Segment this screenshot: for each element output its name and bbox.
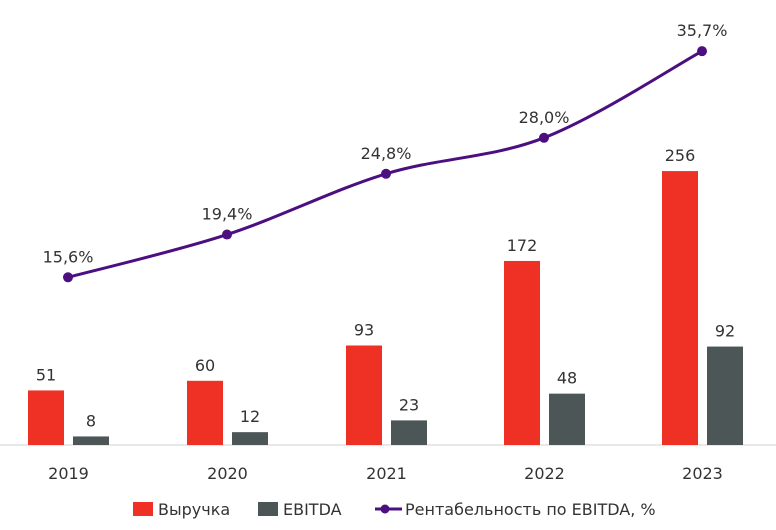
margin-label-2019: 15,6%: [43, 247, 94, 266]
x-tick-2022: 2022: [524, 464, 565, 483]
legend-label-margin: Рентабельность по EBITDA, %: [405, 500, 656, 519]
bar-labels-group: 51 8 60 12 93 23 172 48 256 92: [36, 146, 735, 430]
ebitda-bar-2022: [549, 394, 585, 445]
margin-label-2023: 35,7%: [677, 21, 728, 40]
legend-swatch-ebitda: [258, 502, 278, 516]
revenue-label-2020: 60: [195, 356, 215, 375]
x-tick-2020: 2020: [207, 464, 248, 483]
legend-swatch-margin-point: [381, 505, 390, 514]
margin-point-2023: [697, 46, 707, 56]
revenue-label-2022: 172: [507, 236, 538, 255]
revenue-bar-2019: [28, 390, 64, 445]
x-tick-2019: 2019: [48, 464, 89, 483]
margin-line: [68, 51, 702, 277]
legend-swatch-revenue: [133, 502, 153, 516]
ebitda-bar-2019: [73, 436, 109, 445]
revenue-label-2019: 51: [36, 365, 56, 384]
margin-labels: 15,6% 19,4% 24,8% 28,0% 35,7%: [43, 21, 728, 266]
ebitda-label-2021: 23: [399, 395, 419, 414]
revenue-bar-2023: [662, 171, 698, 445]
ebitda-bar-2020: [232, 432, 268, 445]
margin-point-2022: [539, 133, 549, 143]
margin-point-2019: [63, 272, 73, 282]
margin-point-2020: [222, 230, 232, 240]
margin-label-2020: 19,4%: [202, 205, 253, 224]
margin-points: [63, 46, 707, 282]
legend-label-revenue: Выручка: [158, 500, 230, 519]
legend: Выручка EBITDA Рентабельность по EBITDA, %: [133, 500, 656, 519]
x-tick-2023: 2023: [682, 464, 723, 483]
revenue-label-2023: 256: [665, 146, 696, 165]
revenue-bar-2022: [504, 261, 540, 445]
revenue-bar-2020: [187, 381, 223, 445]
legend-label-ebitda: EBITDA: [283, 500, 342, 519]
chart: 518601293231724825692 2019 2020 2021 2022 20…: [0, 0, 776, 530]
x-tick-2021: 2021: [366, 464, 407, 483]
bars-group: [28, 171, 743, 445]
margin-point-2021: [381, 169, 391, 179]
ebitda-label-2020: 12: [240, 407, 260, 426]
ebitda-label-2019: 8: [86, 411, 96, 430]
ebitda-bar-2021: [391, 420, 427, 445]
ebitda-label-2022: 48: [557, 369, 577, 388]
revenue-label-2021: 93: [354, 320, 374, 339]
ebitda-label-2023: 92: [715, 322, 735, 341]
margin-label-2021: 24,8%: [361, 144, 412, 163]
ebitda-bar-2023: [707, 347, 743, 445]
revenue-bar-2021: [346, 345, 382, 445]
x-tick-labels: 2019 2020 2021 2022 2023: [48, 464, 723, 483]
margin-label-2022: 28,0%: [519, 108, 570, 127]
